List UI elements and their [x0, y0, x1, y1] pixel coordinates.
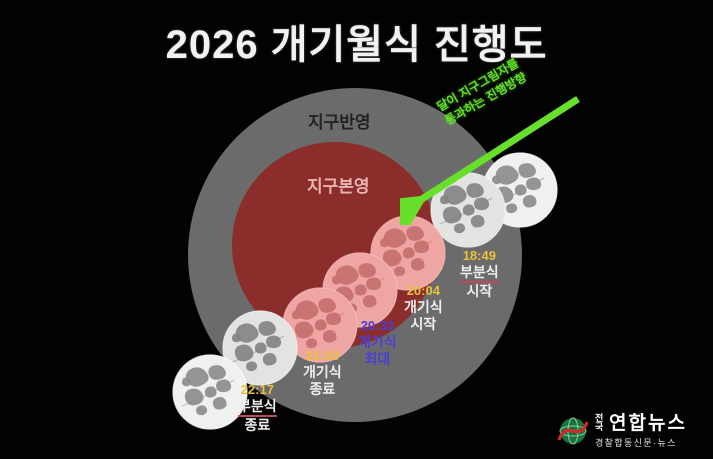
penumbra-label: 지구반영	[308, 113, 371, 132]
page-title: 2026 개기월식 진행도	[165, 23, 548, 67]
phase-label-2004: 20:04 개기식 시작	[404, 283, 443, 333]
phase-name-line1: 개기식	[303, 363, 342, 380]
phase-time: 20:04	[406, 283, 440, 298]
phase-label-2033: 20:33 개기식 최대	[358, 318, 397, 368]
phase-name-line1: 개기식	[404, 298, 443, 315]
phase-name-line2: 시작	[466, 282, 493, 299]
phase-name-line1: 부분식	[460, 264, 499, 283]
direction-arrow-icon	[381, 96, 580, 236]
phase-name-text: 부분식	[238, 398, 277, 417]
watermark-main: 연합뉴스	[609, 412, 687, 434]
moon-umbra-3	[282, 287, 358, 363]
phase-name-line2: 종료	[309, 380, 336, 397]
phase-name-line1: 개기식	[358, 333, 397, 350]
phase-name-line2: 종료	[244, 416, 271, 433]
moon-penumbra-entry	[430, 172, 506, 248]
phase-name-line2: 시작	[410, 315, 437, 332]
direction-annotation: 달이 지구그림자를 통과하는 진행방향	[381, 56, 600, 236]
watermark: 전국 연합뉴스 경찰합동신문·뉴스	[556, 408, 708, 454]
watermark-text: 전국 연합뉴스 경찰합동신문·뉴스	[595, 412, 687, 449]
phase-name-line2: 최대	[364, 350, 391, 367]
phase-name-text: 부분식	[460, 264, 499, 283]
phase-label-1849: 18:49 부분식 시작	[460, 248, 499, 300]
phase-name-line1: 부분식	[238, 398, 277, 417]
watermark-prefix: 전국	[595, 412, 604, 433]
moon-outside-left	[172, 354, 248, 430]
globe-logo-icon	[556, 414, 590, 448]
phase-time: 21:03	[305, 348, 339, 363]
phase-time: 18:49	[462, 248, 496, 263]
watermark-title-row: 전국 연합뉴스	[595, 412, 687, 434]
moon-penumbra-exit	[222, 310, 298, 386]
phase-label-2103: 21:03 개기식 종료	[303, 348, 342, 398]
phase-label-2217: 22:17 부분식 종료	[238, 382, 277, 434]
watermark-subtitle: 경찰합동신문·뉴스	[595, 437, 677, 448]
phase-time: 22:17	[240, 382, 274, 397]
phase-time: 20:33	[360, 318, 394, 333]
umbra-label: 지구본영	[307, 177, 370, 196]
